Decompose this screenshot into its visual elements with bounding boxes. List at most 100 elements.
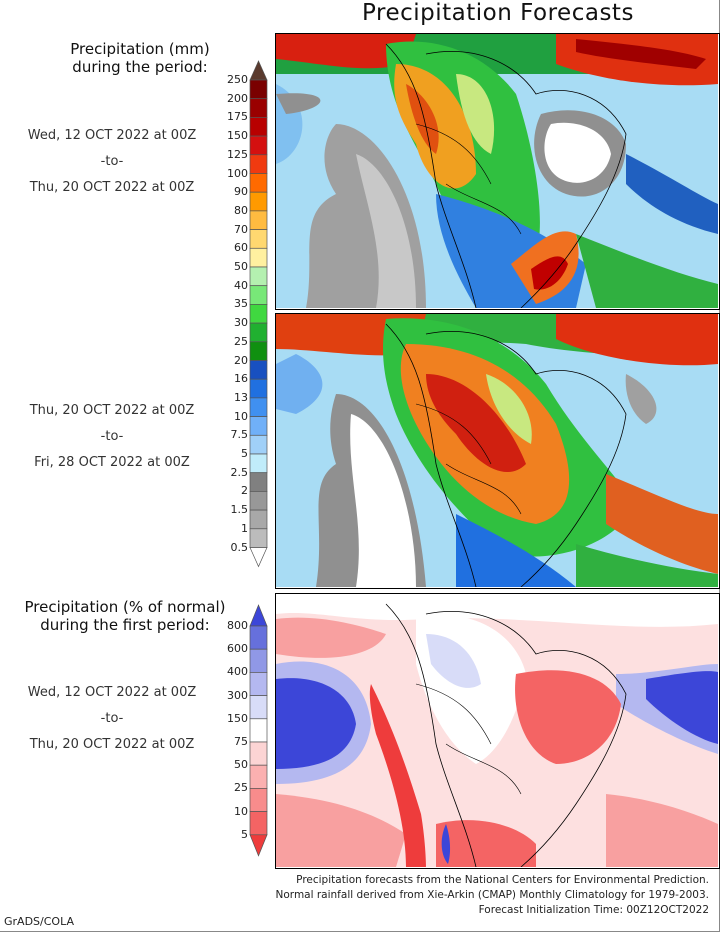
colorbar-tick-label: 175: [227, 110, 248, 124]
colorbar-swatch: [249, 378, 268, 399]
colorbar-tick-label: 5: [241, 447, 248, 460]
colorbar-tick-label: 35: [234, 297, 248, 311]
heading-line-1: Precipitation (mm): [70, 40, 210, 58]
colorbar-top-arrow: [249, 60, 268, 81]
colorbar-swatch: [249, 247, 268, 268]
heading-line-2: during the period:: [72, 58, 208, 76]
colorbar-top-arrow: [249, 604, 268, 627]
colorbar-tick-label: 2.5: [230, 465, 249, 479]
colorbar-tick-label: 50: [234, 758, 248, 772]
colorbar-tick-label: 250: [227, 73, 248, 86]
colorbar-tick-label: 30: [234, 316, 248, 330]
colorbar-tick-label: 90: [234, 185, 248, 199]
period2-sep: -to-: [100, 429, 124, 444]
period3-sep: -to-: [100, 711, 124, 726]
colorbar-swatch: [249, 472, 268, 492]
colorbar-tick-label: 60: [234, 241, 248, 255]
pct-colorbar: 800 600 400 300 150 75 50 25 10 5: [218, 604, 268, 860]
colorbar-tick-label: 125: [227, 147, 248, 161]
period1-end: Thu, 20 OCT 2022 at 00Z: [29, 180, 195, 195]
colorbar-tick-label: 50: [234, 260, 248, 273]
precip-pct-heading: Precipitation (% of normal) during the f…: [0, 598, 250, 634]
colorbar-tick-label: 10: [234, 409, 248, 423]
pct-colorbar-swatches: [249, 604, 268, 857]
colorbar-swatch: [249, 397, 268, 417]
colorbar-swatch: [249, 811, 268, 836]
colorbar-swatch: [249, 341, 268, 361]
colorbar-swatch: [249, 509, 268, 530]
colorbar-swatch: [249, 98, 268, 118]
colorbar-tick-label: 100: [227, 166, 248, 180]
colorbar-tick-label: 150: [227, 711, 248, 725]
colorbar-tick-label: 40: [234, 278, 248, 292]
colorbar-swatch: [249, 135, 268, 156]
precip-colorbar: 250 200 175 150 125 100 90 80 70 60 50 40 35 30 25 20 16…: [218, 60, 268, 570]
colorbar-tick-label: 16: [234, 372, 248, 386]
colorbar-swatch: [249, 191, 268, 212]
colorbar-tick-label: 300: [227, 688, 248, 702]
colorbar-tick-label: 70: [234, 222, 248, 236]
footer-line-2: Normal rainfall derived from Xie-Arkin (…: [275, 889, 709, 901]
colorbar-tick-label: 800: [227, 619, 248, 632]
colorbar-tick-label: 7.5: [230, 428, 249, 442]
colorbar-swatch: [249, 266, 268, 287]
footer-line-3: Forecast Initialization Time: 00Z12OCT20…: [478, 904, 709, 916]
colorbar-swatch: [249, 788, 268, 812]
grads-credit: GrADS/COLA: [4, 915, 74, 928]
colorbar-swatch: [249, 322, 268, 343]
colorbar-tick-label: 25: [234, 781, 248, 795]
colorbar-tick-label: 25: [234, 334, 248, 348]
period3-daterange: Wed, 12 OCT 2022 at 00Z -to- Thu, 20 OCT…: [2, 680, 222, 758]
period1-sep: -to-: [100, 154, 124, 169]
colorbar-tick-label: 10: [234, 804, 248, 818]
colorbar-tick-label: 2: [241, 484, 248, 498]
colorbar-swatch: [249, 79, 268, 100]
map-period1-graphic: [276, 34, 718, 309]
period2-daterange: Thu, 20 OCT 2022 at 00Z -to- Fri, 28 OCT…: [2, 398, 222, 476]
period3-end: Thu, 20 OCT 2022 at 00Z: [29, 737, 195, 752]
colorbar-tick-label: 1: [241, 521, 248, 535]
colorbar-tick-label: 20: [234, 353, 248, 367]
colorbar-swatch: [249, 304, 268, 324]
colorbar-swatch: [249, 210, 268, 230]
period1-start: Wed, 12 OCT 2022 at 00Z: [27, 128, 197, 143]
map-pct-graphic: [276, 594, 718, 868]
colorbar-tick-label: 150: [227, 129, 248, 143]
map-period1-precip: [275, 33, 720, 310]
colorbar-swatch: [249, 117, 268, 137]
precip-mm-heading: Precipitation (mm) during the period:: [20, 40, 260, 76]
footer-line-1: Precipitation forecasts from the Nationa…: [296, 874, 709, 886]
colorbar-swatch: [249, 695, 268, 720]
colorbar-tick-label: 80: [234, 203, 248, 217]
colorbar-bottom-arrow: [249, 547, 268, 568]
colorbar-swatch: [249, 648, 268, 673]
colorbar-swatch: [249, 173, 268, 193]
colorbar-swatch: [249, 718, 268, 743]
period2-start: Thu, 20 OCT 2022 at 00Z: [29, 403, 195, 418]
colorbar-swatch: [249, 764, 268, 789]
colorbar-tick-label: 400: [227, 665, 248, 679]
map-period2-precip: [275, 313, 720, 589]
heading-line-1: Precipitation (% of normal): [24, 598, 226, 616]
colorbar-swatch: [249, 360, 268, 380]
colorbar-swatch: [249, 453, 268, 474]
colorbar-tick-label: 600: [227, 642, 248, 656]
colorbar-swatch: [249, 672, 268, 696]
colorbar-swatch: [249, 154, 268, 174]
colorbar-tick-label: 1.5: [230, 503, 249, 517]
colorbar-tick-label: 0.5: [230, 540, 249, 554]
colorbar-swatch: [249, 285, 268, 305]
map-period2-graphic: [276, 314, 718, 588]
colorbar-swatch: [249, 416, 268, 436]
colorbar-swatch: [249, 528, 268, 548]
heading-line-2: during the first period:: [40, 616, 210, 634]
colorbar-swatch: [249, 625, 268, 650]
colorbar-swatch: [249, 491, 268, 511]
footer-notes: Precipitation forecasts from the Nationa…: [276, 873, 709, 918]
period2-end: Fri, 28 OCT 2022 at 00Z: [34, 455, 190, 470]
colorbar-swatch: [249, 741, 268, 766]
colorbar-bottom-arrow: [249, 834, 268, 857]
colorbar-swatch: [249, 229, 268, 249]
page-title: Precipitation Forecasts: [362, 0, 634, 26]
period1-daterange: Wed, 12 OCT 2022 at 00Z -to- Thu, 20 OCT…: [2, 123, 222, 201]
